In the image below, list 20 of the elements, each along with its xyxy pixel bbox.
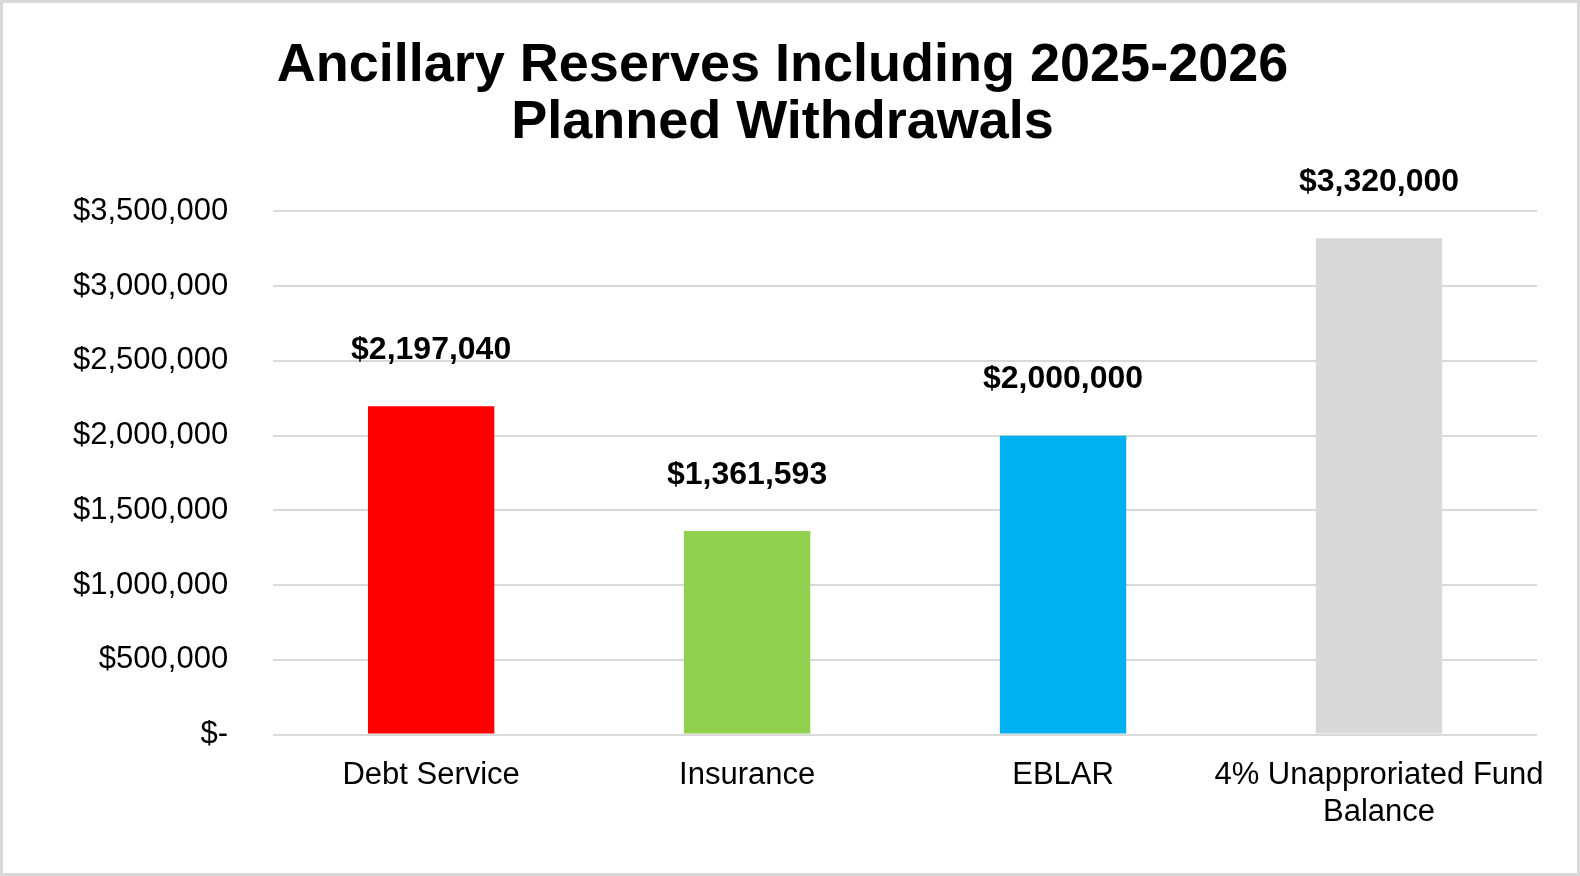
data-label: $2,197,040 [351, 330, 512, 366]
bar [683, 531, 811, 734]
x-tick-label: 4% Unapproriated Fund Balance [1214, 755, 1544, 828]
x-tick-label: Debt Service [342, 755, 520, 791]
y-tick-label: $- [200, 715, 229, 751]
y-tick-label: $500,000 [98, 640, 229, 676]
y-tick-label: $3,000,000 [73, 266, 229, 302]
y-tick-label: $2,000,000 [73, 416, 229, 452]
bar [999, 435, 1127, 734]
data-label: $3,320,000 [1298, 162, 1460, 199]
y-tick-label: $1,500,000 [73, 490, 229, 526]
y-tick-label: $2,500,000 [73, 341, 229, 377]
data-label: $1,361,593 [667, 454, 828, 491]
x-tick-label: EBLAR [1012, 755, 1114, 791]
data-label: $2,000,000 [982, 359, 1144, 396]
x-tick-label: Insurance [679, 755, 816, 791]
bar [367, 406, 495, 734]
chart-title: Ancillary Reserves Including 2025-2026 Planned Withdrawals [276, 32, 1289, 149]
y-tick-label: $1,000,000 [73, 565, 229, 601]
y-tick-label: $3,500,000 [73, 191, 229, 227]
